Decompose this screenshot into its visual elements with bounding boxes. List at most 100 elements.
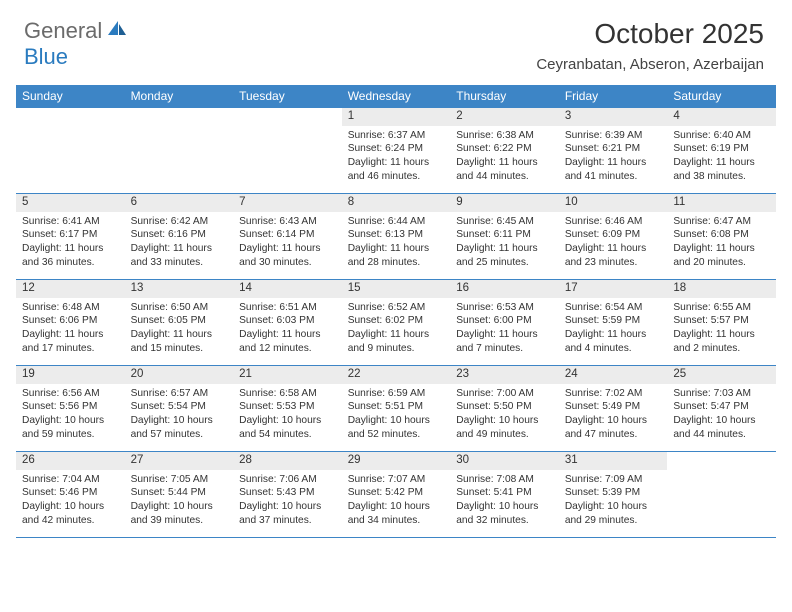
daylight-line: Daylight: 11 hours and 17 minutes.	[22, 328, 119, 356]
location-text: Ceyranbatan, Abseron, Azerbaijan	[536, 56, 764, 73]
sunrise-line: Sunrise: 7:03 AM	[673, 387, 770, 401]
sunrise-line: Sunrise: 7:04 AM	[22, 473, 119, 487]
day-number-cell: 25	[667, 366, 776, 384]
title-block: October 2025 Ceyranbatan, Abseron, Azerb…	[536, 18, 764, 73]
day-number-cell: 20	[125, 366, 234, 384]
sunset-line: Sunset: 5:44 PM	[131, 486, 228, 500]
day-detail-cell: Sunrise: 6:52 AMSunset: 6:02 PMDaylight:…	[342, 298, 451, 366]
sunset-line: Sunset: 6:00 PM	[456, 314, 553, 328]
day-detail-cell: Sunrise: 6:44 AMSunset: 6:13 PMDaylight:…	[342, 212, 451, 280]
daylight-line: Daylight: 10 hours and 34 minutes.	[348, 500, 445, 528]
sunset-line: Sunset: 6:22 PM	[456, 142, 553, 156]
weekday-header: Sunday	[16, 85, 125, 108]
sunset-line: Sunset: 6:09 PM	[565, 228, 662, 242]
sunrise-line: Sunrise: 7:06 AM	[239, 473, 336, 487]
sunrise-line: Sunrise: 7:05 AM	[131, 473, 228, 487]
sunset-line: Sunset: 6:03 PM	[239, 314, 336, 328]
calendar-body: 1234Sunrise: 6:37 AMSunset: 6:24 PMDayli…	[16, 108, 776, 538]
day-number-cell: 2	[450, 108, 559, 126]
day-number-cell	[16, 108, 125, 126]
day-detail-cell: Sunrise: 7:07 AMSunset: 5:42 PMDaylight:…	[342, 470, 451, 538]
day-number-cell: 15	[342, 280, 451, 298]
day-detail-cell: Sunrise: 7:05 AMSunset: 5:44 PMDaylight:…	[125, 470, 234, 538]
sunrise-line: Sunrise: 6:59 AM	[348, 387, 445, 401]
daylight-line: Daylight: 10 hours and 59 minutes.	[22, 414, 119, 442]
day-detail-cell: Sunrise: 7:02 AMSunset: 5:49 PMDaylight:…	[559, 384, 668, 452]
sunset-line: Sunset: 5:46 PM	[22, 486, 119, 500]
day-detail-cell: Sunrise: 6:54 AMSunset: 5:59 PMDaylight:…	[559, 298, 668, 366]
daylight-line: Daylight: 11 hours and 23 minutes.	[565, 242, 662, 270]
sunrise-line: Sunrise: 6:57 AM	[131, 387, 228, 401]
sunrise-line: Sunrise: 6:39 AM	[565, 129, 662, 143]
day-number-cell: 19	[16, 366, 125, 384]
day-number-cell: 22	[342, 366, 451, 384]
sunset-line: Sunset: 5:54 PM	[131, 400, 228, 414]
day-detail-cell: Sunrise: 7:04 AMSunset: 5:46 PMDaylight:…	[16, 470, 125, 538]
daylight-line: Daylight: 10 hours and 57 minutes.	[131, 414, 228, 442]
sunset-line: Sunset: 6:14 PM	[239, 228, 336, 242]
sunset-line: Sunset: 6:24 PM	[348, 142, 445, 156]
week-detail-row: Sunrise: 6:48 AMSunset: 6:06 PMDaylight:…	[16, 298, 776, 366]
day-number-cell: 26	[16, 452, 125, 470]
daylight-line: Daylight: 11 hours and 36 minutes.	[22, 242, 119, 270]
sunrise-line: Sunrise: 6:43 AM	[239, 215, 336, 229]
daylight-line: Daylight: 10 hours and 32 minutes.	[456, 500, 553, 528]
day-number-cell: 31	[559, 452, 668, 470]
day-number-cell: 6	[125, 194, 234, 212]
day-detail-cell: Sunrise: 7:06 AMSunset: 5:43 PMDaylight:…	[233, 470, 342, 538]
week-detail-row: Sunrise: 6:37 AMSunset: 6:24 PMDaylight:…	[16, 126, 776, 194]
daylight-line: Daylight: 10 hours and 39 minutes.	[131, 500, 228, 528]
day-detail-cell: Sunrise: 6:55 AMSunset: 5:57 PMDaylight:…	[667, 298, 776, 366]
daylight-line: Daylight: 10 hours and 37 minutes.	[239, 500, 336, 528]
sunset-line: Sunset: 6:13 PM	[348, 228, 445, 242]
sunset-line: Sunset: 6:16 PM	[131, 228, 228, 242]
sunset-line: Sunset: 5:57 PM	[673, 314, 770, 328]
logo: General	[24, 18, 130, 44]
week-number-row: 567891011	[16, 194, 776, 212]
day-detail-cell: Sunrise: 7:03 AMSunset: 5:47 PMDaylight:…	[667, 384, 776, 452]
day-detail-cell: Sunrise: 6:39 AMSunset: 6:21 PMDaylight:…	[559, 126, 668, 194]
logo-blue-text-wrap: Blue	[24, 44, 68, 70]
week-number-row: 12131415161718	[16, 280, 776, 298]
sunrise-line: Sunrise: 6:40 AM	[673, 129, 770, 143]
sunrise-line: Sunrise: 7:02 AM	[565, 387, 662, 401]
day-detail-cell: Sunrise: 6:41 AMSunset: 6:17 PMDaylight:…	[16, 212, 125, 280]
day-detail-cell: Sunrise: 6:59 AMSunset: 5:51 PMDaylight:…	[342, 384, 451, 452]
day-number-cell: 4	[667, 108, 776, 126]
day-number-cell: 29	[342, 452, 451, 470]
day-detail-cell: Sunrise: 6:37 AMSunset: 6:24 PMDaylight:…	[342, 126, 451, 194]
weekday-header: Monday	[125, 85, 234, 108]
sunset-line: Sunset: 5:42 PM	[348, 486, 445, 500]
daylight-line: Daylight: 10 hours and 42 minutes.	[22, 500, 119, 528]
logo-sail-icon	[106, 19, 128, 44]
week-number-row: 262728293031	[16, 452, 776, 470]
daylight-line: Daylight: 11 hours and 7 minutes.	[456, 328, 553, 356]
daylight-line: Daylight: 11 hours and 2 minutes.	[673, 328, 770, 356]
day-detail-cell: Sunrise: 6:58 AMSunset: 5:53 PMDaylight:…	[233, 384, 342, 452]
day-number-cell: 8	[342, 194, 451, 212]
sunrise-line: Sunrise: 6:48 AM	[22, 301, 119, 315]
sunrise-line: Sunrise: 6:52 AM	[348, 301, 445, 315]
week-detail-row: Sunrise: 6:56 AMSunset: 5:56 PMDaylight:…	[16, 384, 776, 452]
day-number-cell: 10	[559, 194, 668, 212]
day-detail-cell: Sunrise: 6:56 AMSunset: 5:56 PMDaylight:…	[16, 384, 125, 452]
sunrise-line: Sunrise: 7:00 AM	[456, 387, 553, 401]
sunrise-line: Sunrise: 6:42 AM	[131, 215, 228, 229]
day-detail-cell: Sunrise: 6:40 AMSunset: 6:19 PMDaylight:…	[667, 126, 776, 194]
sunrise-line: Sunrise: 6:58 AM	[239, 387, 336, 401]
sunrise-line: Sunrise: 6:51 AM	[239, 301, 336, 315]
sunset-line: Sunset: 5:43 PM	[239, 486, 336, 500]
sunrise-line: Sunrise: 6:53 AM	[456, 301, 553, 315]
daylight-line: Daylight: 11 hours and 46 minutes.	[348, 156, 445, 184]
sunset-line: Sunset: 6:08 PM	[673, 228, 770, 242]
sunset-line: Sunset: 6:02 PM	[348, 314, 445, 328]
day-number-cell: 7	[233, 194, 342, 212]
sunset-line: Sunset: 5:41 PM	[456, 486, 553, 500]
day-detail-cell	[233, 126, 342, 194]
sunset-line: Sunset: 5:51 PM	[348, 400, 445, 414]
page-title: October 2025	[536, 18, 764, 50]
daylight-line: Daylight: 11 hours and 30 minutes.	[239, 242, 336, 270]
sunrise-line: Sunrise: 6:38 AM	[456, 129, 553, 143]
day-detail-cell	[16, 126, 125, 194]
day-detail-cell	[125, 126, 234, 194]
